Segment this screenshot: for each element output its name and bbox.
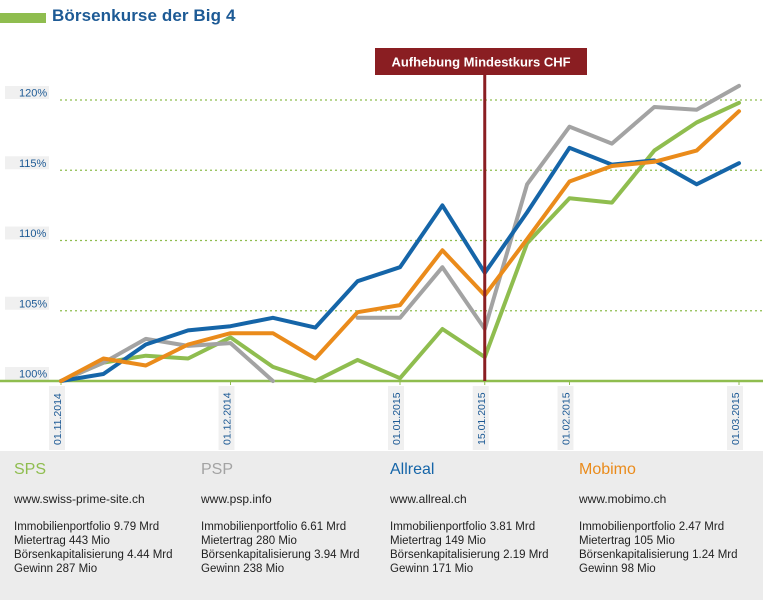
x-tick-group: 01.11.2014 [49,386,65,450]
company-fact: Immobilienportfolio 6.61 Mrd [201,521,347,533]
company-fact: Mietertrag 105 Mio [579,535,675,547]
company-psp: PSP www.psp.info Immobilienportfolio 6.6… [201,461,386,576]
company-info-panel [0,451,763,600]
x-tick-box [557,386,574,450]
stock-price-chart: 100% 105% 110% 115% 120% 01.11.2014 01.12.2014… [0,48,763,450]
company-url[interactable]: www.swiss-prime-site.ch [14,492,145,506]
company-fact: Börsenkapitalisierung 1.24 Mrd [579,549,738,561]
series-line-mobimo [59,109,741,383]
company-sps: SPS www.swiss-prime-site.ch Immobilienpo… [14,461,199,576]
company-url[interactable]: www.psp.info [201,492,272,506]
x-tick-group: 01.01.2015 [388,386,404,450]
x-tick-group: 01.02.2015 [557,386,574,450]
company-fact: Börsenkapitalisierung 3.94 Mrd [201,549,360,561]
annotation-label: Aufhebung Mindestkurs CHF [391,55,570,70]
y-tick-box [5,86,49,99]
company-fact: Börsenkapitalisierung 2.19 Mrd [390,549,549,561]
company-url[interactable]: www.mobimo.ch [579,492,667,506]
company-fact: Gewinn 238 Mio [201,563,285,575]
x-tick-label: 01.01.2015 [391,392,403,445]
company-fact: Mietertrag 280 Mio [201,535,297,547]
x-tick-label: 01.02.2015 [561,392,573,445]
company-name: PSP [201,461,234,478]
company-fact: Gewinn 287 Mio [14,563,98,575]
company-fact: Gewinn 171 Mio [390,563,474,575]
company-mobimo: Mobimo www.mobimo.ch Immobilienportfolio… [579,461,763,576]
x-tick-box [388,386,404,450]
y-tick-label: 110% [19,228,47,240]
series-line-sps [59,100,741,383]
x-tick-label: 01.03.2015 [730,392,742,445]
x-tick-box [218,386,235,450]
company-fact: Immobilienportfolio 3.81 Mrd [390,521,536,533]
company-fact: Mietertrag 149 Mio [390,535,486,547]
series-line-psp [59,83,741,383]
y-tick-label: 120% [19,88,47,100]
company-name: SPS [14,461,47,478]
series-line-allreal [59,145,741,383]
x-tick-box [472,386,489,450]
company-name: Allreal [390,461,435,478]
company-fact: Immobilienportfolio 9.79 Mrd [14,521,160,533]
y-tick-box [5,296,49,310]
x-tick-label: 01.12.2014 [222,392,234,445]
x-tick-group: 01.03.2015 [727,386,743,450]
y-tick-label: 105% [19,298,47,310]
company-url[interactable]: www.allreal.ch [390,492,467,506]
chart-title: Börsenkurse der Big 4 [52,6,236,25]
y-tick-label: 100% [19,369,47,381]
title-accent-bar [0,13,46,23]
x-tick-label: 01.11.2014 [52,393,64,445]
company-name: Mobimo [579,461,636,478]
x-tick-group: 01.12.2014 [218,386,235,450]
x-tick-label: 15.01.2015 [476,392,488,445]
company-fact: Börsenkapitalisierung 4.44 Mrd [14,549,173,561]
y-tick-box [5,156,49,170]
x-tick-box [727,386,743,450]
y-tick-label: 115% [19,158,47,170]
company-fact: Mietertrag 443 Mio [14,535,110,547]
y-tick-box [5,367,49,380]
x-tick-box [49,386,65,450]
company-fact: Immobilienportfolio 2.47 Mrd [579,521,725,533]
y-tick-box [5,226,49,240]
company-fact: Gewinn 98 Mio [579,563,656,575]
x-tick-group: 15.01.2015 [472,386,489,450]
annotation-box [375,48,587,75]
company-allreal: Allreal www.allreal.ch Immobilienportfol… [390,461,575,576]
